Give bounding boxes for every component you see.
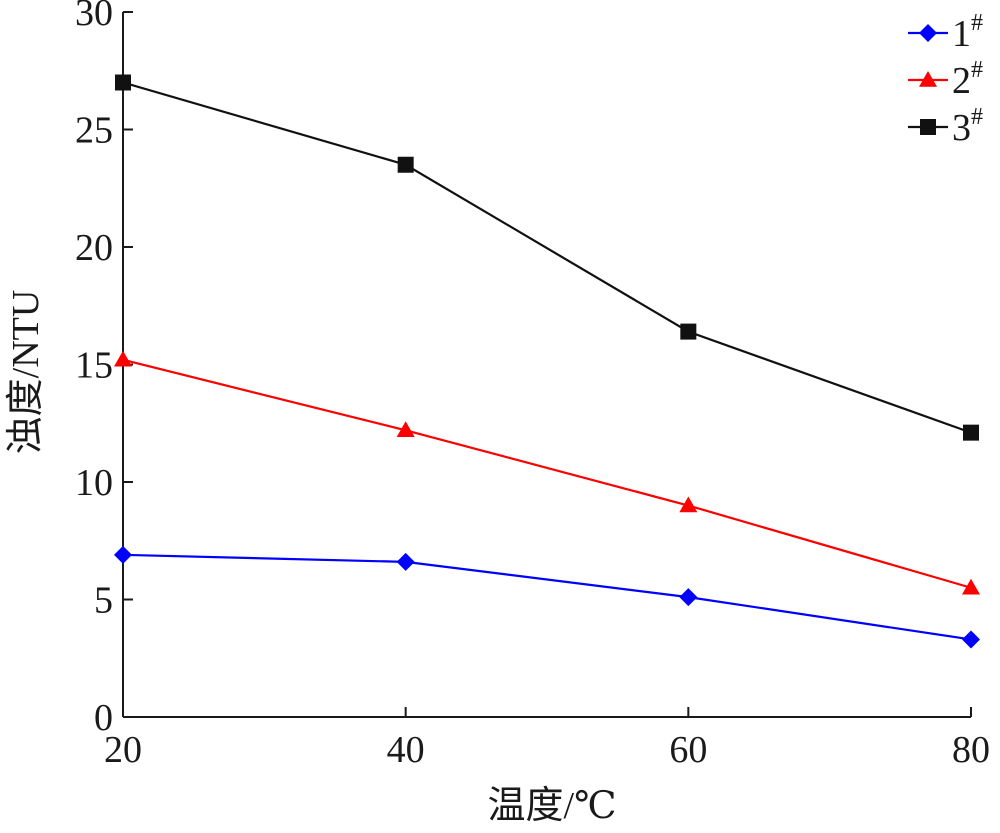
y-tick-label: 20 (75, 227, 113, 269)
series-1 (114, 545, 980, 649)
series-line (122, 358, 972, 589)
y-tick-label: 25 (75, 110, 113, 152)
data-point (679, 588, 698, 607)
legend-label-sup: # (971, 57, 983, 83)
legend-label-sup: # (971, 104, 983, 130)
data-point (396, 552, 415, 571)
x-tick-label: 40 (387, 729, 425, 771)
series-2 (114, 350, 980, 595)
x-tick-label: 20 (104, 729, 142, 771)
legend-label: 1# (952, 10, 983, 55)
x-ticks: 20 40 60 80 (104, 707, 990, 771)
x-axis-title: 温度/℃ (487, 785, 616, 827)
y-tick-label: 10 (75, 462, 113, 504)
series-layer (114, 74, 980, 649)
data-point (114, 545, 132, 564)
data-point (115, 74, 131, 91)
data-point (680, 323, 697, 340)
legend-marker (919, 71, 937, 87)
legend-marker (920, 119, 936, 135)
series-line (122, 553, 972, 641)
legend-entry-3: 3# (908, 104, 983, 149)
data-point (679, 496, 698, 513)
x-tick-label: 60 (669, 729, 707, 771)
series-line (122, 81, 972, 434)
legend: 1#2#3# (908, 10, 983, 149)
legend-label: 3# (952, 104, 983, 149)
data-point (114, 350, 132, 367)
series-3 (115, 74, 979, 441)
y-tick-label: 5 (94, 580, 113, 622)
data-point (962, 578, 980, 595)
data-point (962, 630, 980, 649)
y-tick-label: 0 (94, 697, 113, 739)
data-point (397, 156, 414, 173)
axes (122, 12, 971, 718)
y-tick-label: 30 (75, 0, 113, 34)
legend-marker (919, 24, 937, 42)
data-point (396, 421, 415, 438)
y-axis-title: 浊度/NTU (5, 290, 47, 455)
legend-label-sup: # (971, 10, 983, 36)
legend-entry-2: 2# (908, 57, 983, 102)
y-tick-label: 15 (75, 345, 113, 387)
data-point (963, 424, 979, 441)
y-ticks: 0 5 10 15 20 25 30 (75, 0, 133, 739)
legend-label: 2# (952, 57, 983, 102)
legend-entry-1: 1# (908, 10, 983, 55)
x-tick-label: 80 (952, 729, 990, 771)
